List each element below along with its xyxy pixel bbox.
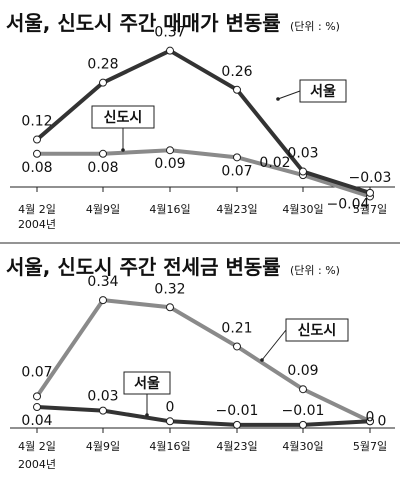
chart-1-unit: (단위 : %) <box>290 20 340 33</box>
chart-1-data-label: 0.28 <box>87 57 118 73</box>
chart-2-data-point <box>99 406 107 415</box>
chart-1-series-line <box>35 48 371 195</box>
chart-2-data-label: −0.01 <box>282 403 325 419</box>
chart-2-data-point <box>299 385 307 394</box>
chart-2-legend-leader <box>261 329 287 361</box>
chart-2-data-label: 0.34 <box>87 274 118 290</box>
chart-2-legend-label: 서울 <box>134 375 160 392</box>
chart-2-data-label: 0.32 <box>154 281 185 297</box>
chart-1-legend-leader <box>277 90 301 100</box>
chart-1-data-label: 0.03 <box>287 146 318 162</box>
chart-1-legend-label: 신도시 <box>104 110 143 126</box>
chart-2-data-label: 0.04 <box>21 413 52 429</box>
chart-2-series-line <box>35 298 371 424</box>
chart-1-data-point <box>233 85 241 94</box>
chart-1-data-label: 0.09 <box>154 156 185 172</box>
chart-1-legend-leader-dot <box>121 148 125 152</box>
chart-1-data-label: 0.08 <box>87 160 118 176</box>
chart-2-legend-box <box>285 318 349 342</box>
chart-2-title: 서울, 신도시 주간 전세금 변동률 <box>6 255 281 279</box>
chart-1-legend-label: 서울 <box>310 83 336 100</box>
chart-2-x-tick-label: 4월16일 <box>149 439 190 453</box>
chart-2-data-label: 0.03 <box>87 389 118 405</box>
chart-2-x-tick-label: 4월30일 <box>282 439 323 453</box>
chart-1-x-tick-label: 4월 2일 <box>18 202 56 216</box>
chart-2-data-label: 0 <box>166 399 175 415</box>
chart-2-data-point <box>33 403 41 412</box>
chart-2-data-point <box>233 420 241 429</box>
chart-1-data-label: 0.37 <box>154 25 185 41</box>
chart-2-data-label: −0.01 <box>216 403 259 419</box>
chart-1-series-line <box>37 148 371 199</box>
chart-1-data-label: 0.08 <box>21 160 52 176</box>
chart-2-data-label: 0.07 <box>21 364 52 380</box>
chart-2-data-point <box>166 417 174 426</box>
chart-1-x-tick-label: 4월16일 <box>149 202 190 216</box>
chart-1-data-label: 0.12 <box>21 114 52 130</box>
chart-1-data-point <box>366 188 374 197</box>
chart-1-x-tick-label: 5월7일 <box>353 202 387 216</box>
chart-2-data-label: 0 <box>366 409 375 425</box>
chart-2-year-label: 2004년 <box>18 458 56 471</box>
chart-1-data-label: 0.26 <box>221 64 252 80</box>
chart-1-data-point <box>233 153 241 162</box>
chart-2-x-tick-label: 5월7일 <box>353 439 387 453</box>
chart-1-data-label: −0.03 <box>349 170 392 186</box>
chart-2-data-label: 0.09 <box>287 363 318 379</box>
chart-2-data-label: 0 <box>378 413 387 429</box>
chart-1-year-label: 2004년 <box>18 218 56 231</box>
chart-2-legend-leader-dot <box>260 358 264 362</box>
chart-1-data-point <box>33 149 41 158</box>
chart-1-data-point <box>99 149 107 158</box>
chart-1-data-point <box>299 167 307 176</box>
chart-2-data-point <box>299 420 307 429</box>
chart-1-legend-leader-dot <box>276 97 280 101</box>
chart-2-series-line <box>36 405 371 427</box>
chart-2-unit: (단위 : %) <box>290 264 340 277</box>
chart-2-x-tick-label: 4월9일 <box>86 439 120 453</box>
chart-2-data-label: 0.21 <box>221 320 252 336</box>
chart-2-data-point <box>233 342 241 351</box>
chart-2-legend-leader-dot <box>145 413 149 417</box>
chart-1-data-point <box>99 78 107 87</box>
chart-2-plot: 4월 2일 4월9일 4월16일 4월23일 4월30일 5월7일 2004년 0.07 0.3… <box>10 274 395 471</box>
chart-2-data-point <box>33 392 41 401</box>
chart-1-data-point <box>166 46 174 55</box>
chart-1-x-tick-label: 4월9일 <box>86 202 120 216</box>
chart-2-data-point <box>166 303 174 312</box>
chart-1-data-label: 0.07 <box>221 163 252 179</box>
chart-1-data-label: 0.02 <box>259 155 290 171</box>
chart-1-title: 서울, 신도시 주간 매매가 변동률 <box>6 11 281 35</box>
chart-1-data-label: −0.04 <box>327 196 370 212</box>
chart-2-x-tick-label: 4월 2일 <box>18 439 56 453</box>
chart-1-legend-box <box>91 105 155 129</box>
chart-2-legend-box <box>123 371 171 395</box>
chart-2-legend-label: 신도시 <box>298 323 337 339</box>
chart-2-data-point <box>366 417 374 426</box>
chart-1-legend-box <box>299 79 347 103</box>
chart-1-plot: 4월 2일 4월9일 4월16일 4월23일 4월30일 5월7일 2004년 0.12 0.2… <box>10 25 395 231</box>
chart-2-data-point <box>99 296 107 305</box>
chart-1-data-point <box>33 135 41 144</box>
chart-1-x-tick-label: 4월30일 <box>282 202 323 216</box>
chart-2-x-tick-label: 4월23일 <box>216 439 257 453</box>
chart-1-x-tick-label: 4월23일 <box>216 202 257 216</box>
chart-1-data-point <box>166 146 174 155</box>
